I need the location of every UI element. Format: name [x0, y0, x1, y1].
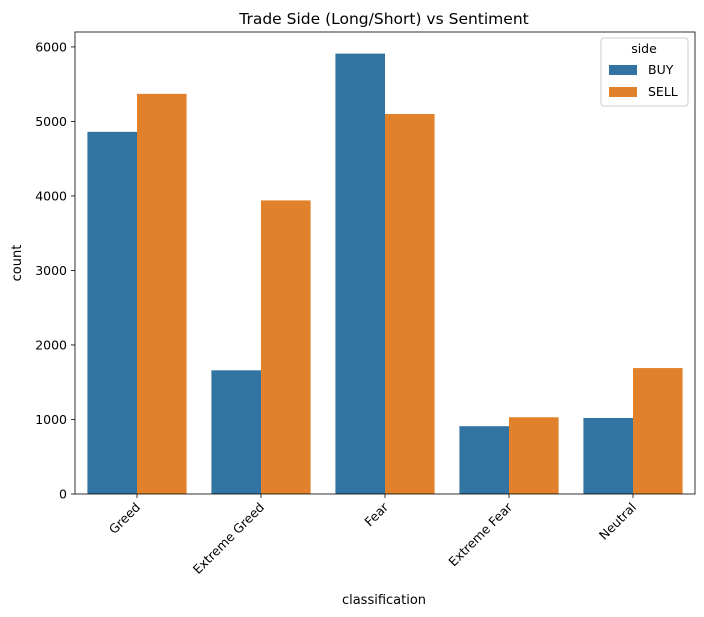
y-tick-label: 1000	[35, 412, 67, 427]
y-tick-label: 2000	[35, 337, 67, 352]
legend-label-buy: BUY	[648, 62, 674, 77]
bars-group	[87, 53, 683, 495]
legend-title: side	[631, 41, 657, 56]
bar-buy-neutral	[583, 417, 633, 494]
y-axis: 0 1000 2000 3000 4000 5000 6000	[35, 39, 75, 502]
legend-swatch-sell	[609, 87, 637, 97]
y-tick-label: 5000	[35, 114, 67, 129]
bar-buy-extreme-greed	[211, 370, 261, 494]
bar-sell-greed	[137, 93, 187, 494]
plot-frame	[74, 31, 696, 495]
legend-label-sell: SELL	[648, 84, 678, 99]
x-tick-label: Neutral	[596, 500, 639, 543]
bar-sell-fear	[385, 113, 435, 494]
bar-sell-extreme-fear	[509, 417, 559, 494]
x-axis: Greed Extreme Greed Fear Extreme Fear Neutra…	[106, 494, 639, 577]
y-tick-label: 4000	[35, 188, 67, 203]
x-tick-label: Greed	[106, 500, 143, 537]
bar-sell-neutral	[633, 368, 683, 494]
legend: side BUY SELL	[600, 37, 689, 107]
y-axis-label: count	[10, 245, 25, 282]
x-axis-label: classification	[342, 593, 426, 608]
bar-sell-extreme-greed	[261, 200, 311, 495]
x-tick-label: Extreme Greed	[190, 500, 267, 577]
legend-swatch-buy	[609, 65, 637, 75]
y-tick-label: 6000	[35, 39, 67, 54]
bar-buy-greed	[87, 131, 137, 494]
x-tick-label: Extreme Fear	[445, 499, 515, 569]
x-tick-label: Fear	[361, 499, 391, 529]
bar-buy-fear	[335, 53, 385, 494]
chart-title: Trade Side (Long/Short) vs Sentiment	[238, 10, 528, 28]
bar-buy-extreme-fear	[459, 426, 509, 494]
y-tick-label: 0	[59, 487, 67, 502]
y-tick-label: 3000	[35, 263, 67, 278]
